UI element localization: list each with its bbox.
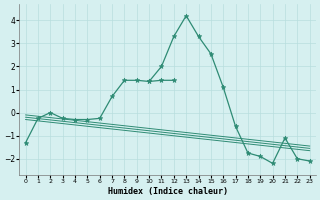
X-axis label: Humidex (Indice chaleur): Humidex (Indice chaleur) [108, 187, 228, 196]
